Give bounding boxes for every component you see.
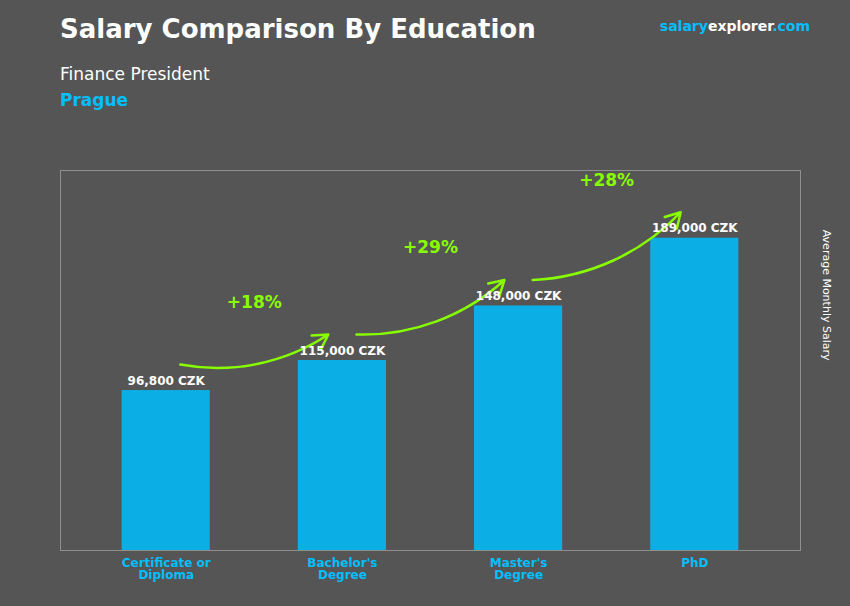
svg-text:+29%: +29%: [403, 237, 458, 257]
svg-text:148,000 CZK: 148,000 CZK: [476, 289, 562, 303]
svg-text:PhD: PhD: [681, 556, 708, 570]
html-text:salary explorer.com: salary explorer.com: [659, 18, 810, 34]
svg-text:+18%: +18%: [227, 292, 282, 312]
svg-text:Average Monthly Salary: Average Monthly Salary: [820, 230, 833, 361]
svg-text:+28%: +28%: [579, 170, 634, 190]
svg-text:Certificate orDiploma: Certificate orDiploma: [122, 556, 211, 582]
svg-text:96,800 CZK: 96,800 CZK: [128, 374, 206, 388]
svg-text:115,000 CZK: 115,000 CZK: [300, 344, 386, 358]
svg-text:Bachelor'sDegree: Bachelor'sDegree: [307, 556, 377, 582]
html-text:Salary Comparison By Education: Salary Comparison By Education: [60, 14, 536, 44]
html-text:Prague: Prague: [60, 90, 129, 110]
html-text:Finance President: Finance President: [60, 64, 210, 84]
svg-text:189,000 CZK: 189,000 CZK: [652, 221, 738, 235]
svg-text:Master'sDegree: Master'sDegree: [490, 556, 548, 582]
